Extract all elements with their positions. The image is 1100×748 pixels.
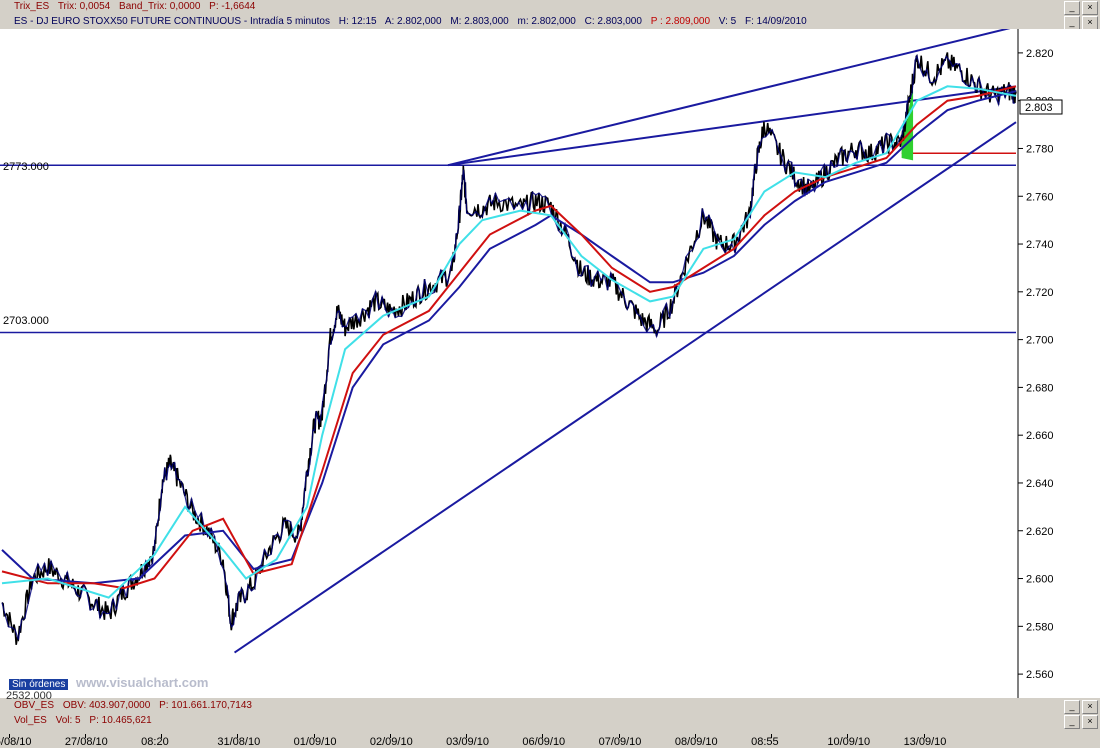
time-value: H: 12:15 [338, 16, 377, 27]
minimize-button[interactable]: _ [1064, 700, 1080, 714]
y-tick-label: 2.720 [1026, 287, 1054, 299]
x-tick-label: 02/09/10 [369, 736, 413, 748]
close-button[interactable]: × [1082, 1, 1098, 15]
y-tick-label: 2.820 [1026, 48, 1054, 60]
y-tick-label: 2.620 [1026, 526, 1054, 538]
ma-fast-series [1, 85, 1017, 599]
x-tick [237, 734, 239, 738]
x-tick [389, 734, 391, 738]
close-button[interactable]: × [1082, 715, 1098, 729]
y-tick-label: 2.760 [1026, 191, 1054, 203]
y-tick-label: 2.600 [1026, 574, 1054, 586]
y-tick-label: 2.640 [1026, 478, 1054, 490]
last-price-value: 2.803 [1025, 102, 1053, 114]
close-value: C: 2.803,000 [584, 16, 642, 27]
date-value: F: 14/09/2010 [744, 16, 807, 27]
x-tick-label: 03/09/10 [446, 736, 489, 748]
y-tick-label: 2.700 [1026, 335, 1054, 347]
x-tick-label: 27/08/10 [64, 736, 108, 748]
close-button[interactable]: × [1082, 16, 1098, 30]
trendline [233, 121, 1017, 654]
obv-header-bar: OBV_ES OBV: 403.907,0000 P: 101.661.170,… [0, 699, 1100, 714]
x-tick [8, 734, 10, 738]
x-tick-label: 06/09/10 [522, 736, 566, 748]
y-tick-label: 2.580 [1026, 621, 1054, 633]
trendlines [233, 29, 1017, 654]
x-tick-label: 08/09/10 [674, 736, 718, 748]
x-tick [618, 734, 620, 738]
x-tick [771, 734, 773, 738]
trix-p-value: P: -1,6644 [209, 1, 256, 12]
close-button[interactable]: × [1082, 700, 1098, 714]
level-label-lower: 2703.000 [3, 315, 49, 327]
minimize-button[interactable]: _ [1064, 715, 1080, 729]
obv-p-value: P: 101.661.170,7143 [159, 700, 252, 711]
y-tick-label: 2.560 [1026, 669, 1054, 681]
y-tick-label: 2.740 [1026, 239, 1054, 251]
x-tick [542, 734, 544, 738]
high-value: M: 2.803,000 [450, 16, 509, 27]
volume-header-bar: Vol_ES Vol: 5 P: 10.465,621 _ × [0, 714, 1100, 729]
x-tick-label: 13/09/10 [903, 736, 947, 748]
x-tick-label: 31/08/10 [217, 736, 261, 748]
price-chart[interactable]: 2.8202.8002.7802.7602.7402.7202.7002.680… [0, 29, 1100, 698]
band-trix-value: Band_Trix: 0,0000 [119, 1, 201, 12]
watermark-text: www.visualchart.com [76, 675, 209, 690]
minimize-button[interactable]: _ [1064, 16, 1080, 30]
vol-value: Vol: 5 [55, 715, 81, 726]
main-header-bar: ES - DJ EURO STOXX50 FUTURE CONTINUOUS -… [0, 15, 1100, 30]
volume-value: V: 5 [718, 16, 737, 27]
x-tick-label: 01/09/10 [293, 736, 337, 748]
vol-label[interactable]: Vol_ES [14, 715, 47, 726]
sin-ordenes-button[interactable]: Sin órdenes [8, 678, 70, 691]
x-tick [694, 734, 696, 738]
x-tick-label: 07/09/10 [598, 736, 642, 748]
x-tick-label: 08:20 [141, 736, 169, 748]
instrument-title[interactable]: ES - DJ EURO STOXX50 FUTURE CONTINUOUS -… [14, 16, 330, 27]
horizontal-levels [0, 152, 1016, 334]
price-series-overlay [1, 53, 1015, 640]
open-value: A: 2.802,000 [384, 16, 442, 27]
obv-value: OBV: 403.907,0000 [62, 700, 151, 711]
trendline [447, 29, 1011, 167]
x-tick [847, 734, 849, 738]
y-tick-label: 2.660 [1026, 430, 1054, 442]
ma-mid-series [1, 85, 1017, 590]
highlight-region [901, 88, 914, 161]
obv-label[interactable]: OBV_ES [14, 700, 55, 711]
x-tick-label: 08:55 [751, 736, 779, 748]
trix-label[interactable]: Trix_ES [14, 1, 50, 12]
minimize-button[interactable]: _ [1064, 1, 1080, 15]
level-label-upper: 2773.000 [3, 161, 49, 173]
last-price-tag: 2.803 [1019, 99, 1063, 115]
low-value: m: 2.802,000 [517, 16, 576, 27]
x-tick-label: 26/08/10 [0, 736, 32, 748]
x-tick [466, 734, 468, 738]
trix-header-bar: Trix_ES Trix: 0,0054 Band_Trix: 0,0000 P… [0, 0, 1100, 15]
vol-p-value: P: 10.465,621 [89, 715, 152, 726]
y-tick-label: 2.680 [1026, 382, 1054, 394]
x-axis-dates: 26/08/10 27/08/10 08:20 31/08/10 01/09/10 02/… [0, 734, 1100, 748]
chart-series [1, 52, 1017, 645]
x-tick [923, 734, 925, 738]
x-tick [313, 734, 315, 738]
x-tick [84, 734, 86, 738]
trix-value: Trix: 0,0054 [57, 1, 111, 12]
y-tick-label: 2.780 [1026, 143, 1054, 155]
x-tick [161, 734, 163, 738]
p-value: P : 2.809,000 [650, 16, 710, 27]
x-tick-label: 10/09/10 [827, 736, 871, 748]
y-axis-ticks: 2.8202.8002.7802.7602.7402.7202.7002.680… [1018, 48, 1054, 681]
